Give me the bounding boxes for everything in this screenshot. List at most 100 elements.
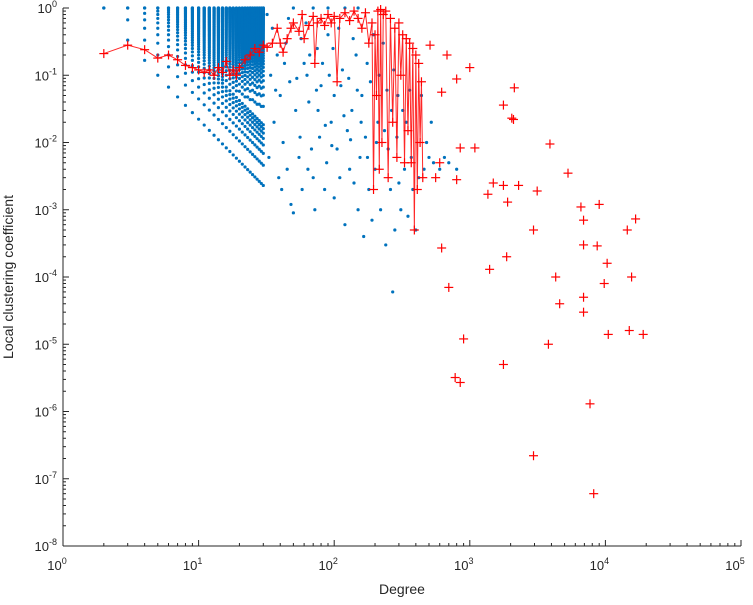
node-point [231, 133, 235, 137]
node-point [234, 63, 238, 67]
node-point [216, 97, 221, 101]
node-point [298, 135, 302, 139]
node-point [224, 85, 228, 89]
average-point [579, 240, 589, 250]
y-tick-label: 10-7 [35, 470, 57, 487]
node-point [220, 85, 225, 89]
node-point [183, 46, 188, 51]
average-point [396, 70, 406, 80]
node-point [315, 46, 319, 51]
node-point [228, 97, 232, 101]
node-point [250, 120, 255, 124]
average-point [245, 50, 255, 60]
node-point [261, 131, 265, 135]
node-point [224, 6, 228, 10]
node-point [326, 33, 330, 37]
node-point [231, 112, 235, 117]
node-point [347, 76, 351, 80]
node-point [255, 75, 259, 79]
average-point [532, 186, 542, 196]
node-point [255, 116, 259, 121]
average-point [498, 359, 508, 369]
average-point [529, 451, 539, 461]
node-point [248, 62, 252, 67]
node-point [224, 146, 228, 150]
node-point [302, 61, 306, 66]
average-point [383, 173, 393, 183]
average-point [470, 143, 480, 153]
node-point [243, 133, 247, 137]
node-point [212, 101, 216, 105]
node-point [323, 187, 327, 192]
average-point [209, 70, 219, 80]
node-point [246, 60, 250, 64]
node-point [234, 83, 238, 88]
average-point [294, 26, 304, 36]
node-point [237, 102, 242, 107]
node-point [143, 58, 147, 62]
node-point [261, 59, 265, 63]
average-point [592, 241, 602, 251]
node-point [304, 21, 308, 25]
average-point [452, 175, 462, 185]
node-point [257, 102, 261, 106]
average-point [180, 60, 190, 70]
average-point [452, 74, 462, 84]
node-point [261, 123, 265, 127]
node-point [183, 51, 188, 55]
average-point [370, 30, 380, 40]
node-point [237, 55, 242, 60]
node-point [183, 56, 188, 60]
average-point [353, 13, 363, 23]
node-point [314, 88, 319, 92]
node-point [332, 93, 336, 98]
average-point [576, 202, 586, 212]
average-point [409, 225, 419, 235]
node-point [255, 137, 259, 141]
node-point [246, 54, 250, 59]
node-point [202, 123, 206, 127]
x-tick-label: 100 [47, 556, 66, 573]
node-point [197, 85, 201, 89]
node-point [455, 167, 459, 171]
node-point [248, 83, 252, 87]
node-point [207, 108, 211, 112]
node-point [250, 132, 255, 136]
average-point [297, 10, 307, 20]
node-point [166, 18, 171, 22]
node-point [297, 155, 301, 160]
average-series [99, 4, 648, 499]
node-point [202, 103, 206, 107]
node-point [220, 142, 225, 146]
average-point [603, 329, 613, 339]
average-point [371, 90, 381, 100]
node-point [197, 117, 201, 121]
average-point [369, 185, 379, 195]
node-point [306, 167, 310, 171]
node-point [220, 95, 225, 99]
node-point [259, 149, 263, 153]
average-point [624, 326, 634, 336]
node-point [288, 80, 292, 84]
node-point [224, 105, 228, 109]
node-point [234, 89, 238, 93]
y-tick-label: 100 [38, 0, 57, 16]
node-point [175, 31, 180, 35]
node-point [250, 75, 255, 79]
node-point [183, 33, 188, 37]
average-point [288, 18, 298, 28]
y-tick-label: 10-5 [35, 335, 57, 352]
node-point [250, 172, 255, 177]
node-point [243, 145, 247, 149]
average-point [406, 158, 416, 168]
node-point [282, 61, 287, 66]
node-point [300, 187, 304, 192]
node-point [257, 78, 261, 82]
average-point [563, 168, 573, 178]
node-point [156, 33, 160, 37]
node-point [255, 130, 259, 134]
node-point [156, 12, 160, 17]
node-point [250, 152, 255, 156]
average-point [514, 180, 524, 190]
average-point [543, 339, 553, 349]
